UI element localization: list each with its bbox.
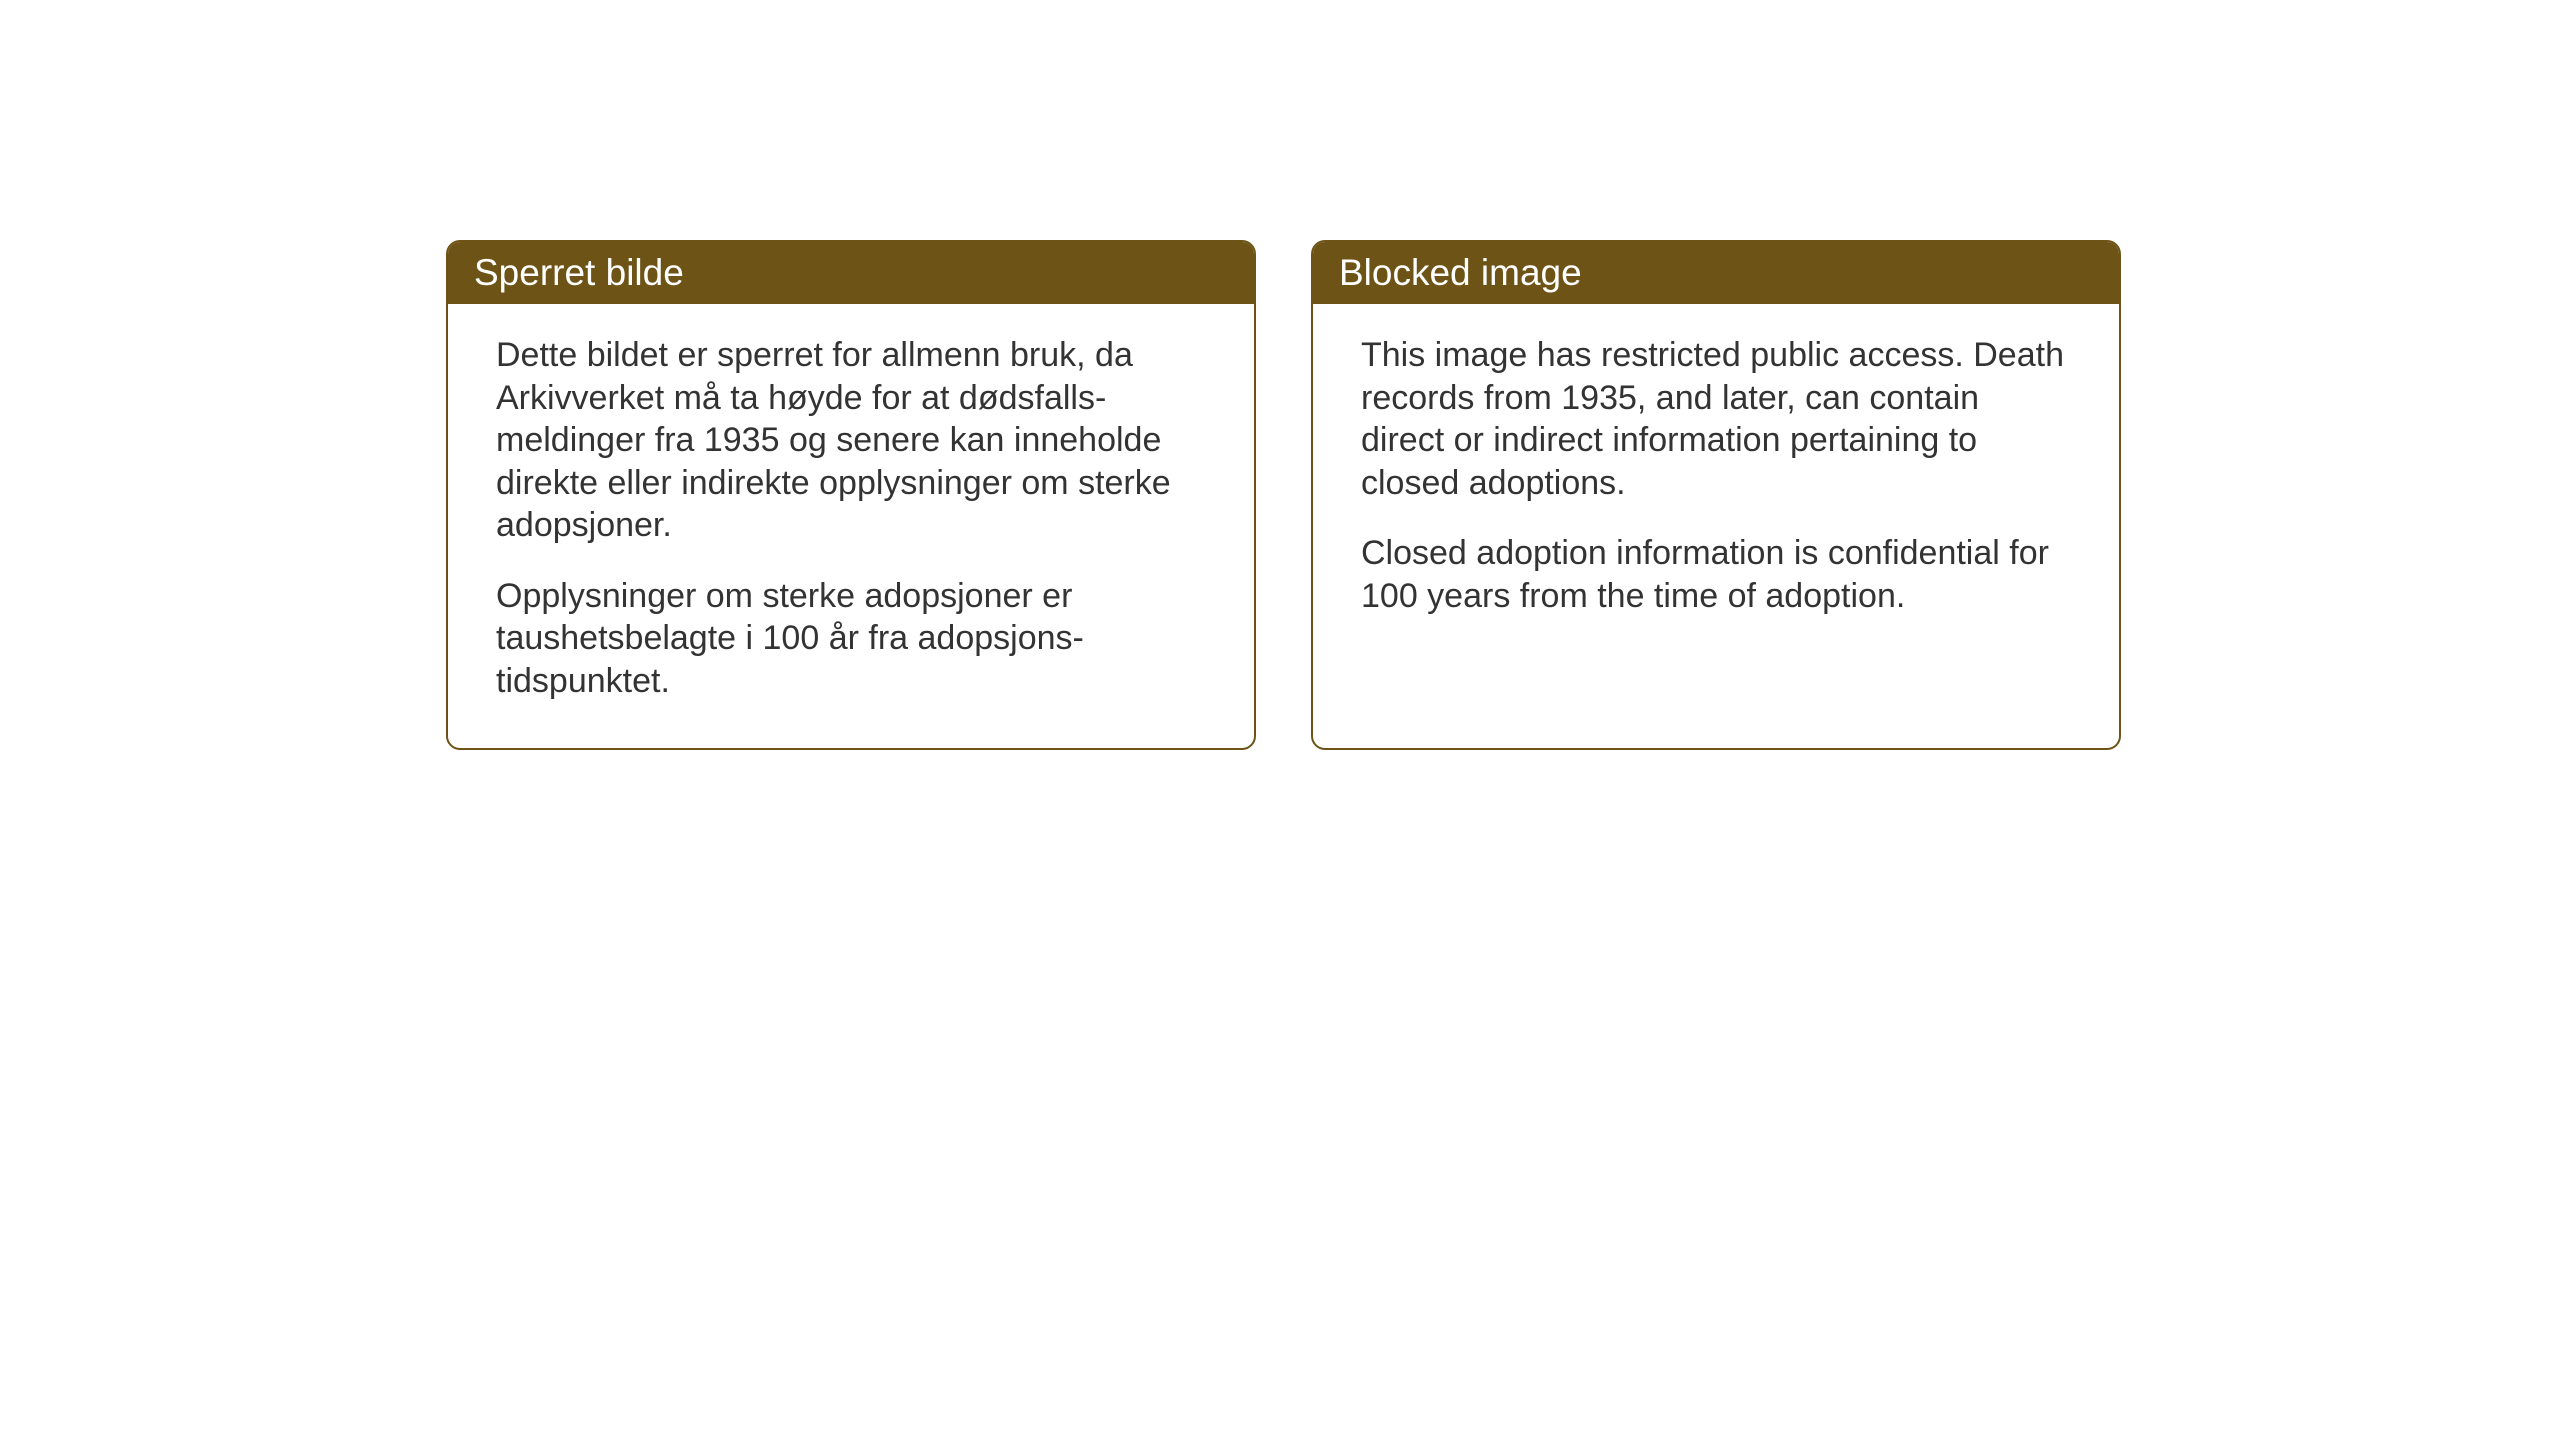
notice-card-english: Blocked image This image has restricted … — [1311, 240, 2121, 750]
card-title: Blocked image — [1339, 252, 1582, 293]
card-header-english: Blocked image — [1313, 242, 2119, 304]
card-header-norwegian: Sperret bilde — [448, 242, 1254, 304]
paragraph-1: Dette bildet er sperret for allmenn bruk… — [496, 334, 1206, 547]
card-body-norwegian: Dette bildet er sperret for allmenn bruk… — [448, 304, 1254, 742]
notice-card-norwegian: Sperret bilde Dette bildet er sperret fo… — [446, 240, 1256, 750]
card-body-english: This image has restricted public access.… — [1313, 304, 2119, 657]
paragraph-1: This image has restricted public access.… — [1361, 334, 2071, 504]
paragraph-2: Closed adoption information is confident… — [1361, 532, 2071, 617]
card-title: Sperret bilde — [474, 252, 684, 293]
paragraph-2: Opplysninger om sterke adopsjoner er tau… — [496, 575, 1206, 703]
notice-cards-container: Sperret bilde Dette bildet er sperret fo… — [446, 240, 2121, 750]
